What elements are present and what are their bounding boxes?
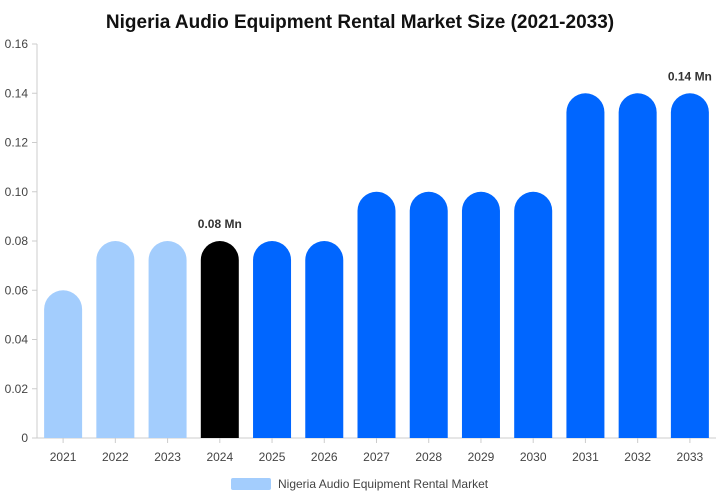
y-tick-label: 0.10: [5, 185, 29, 199]
bar-2030[interactable]: [514, 191, 553, 438]
bars: [44, 93, 709, 438]
x-tick-label: 2022: [102, 450, 129, 464]
data-labels: 0.08 Mn 0.14 Mn: [198, 69, 712, 231]
bar-2024[interactable]: [200, 241, 239, 438]
bar-2026[interactable]: [305, 241, 344, 438]
x-tick-label: 2027: [363, 450, 390, 464]
x-tick-label: 2028: [415, 450, 442, 464]
bar-2033[interactable]: [670, 93, 709, 438]
bar-2023[interactable]: [148, 241, 187, 438]
bar-2025[interactable]: [253, 241, 292, 438]
y-tick-label: 0.06: [5, 283, 29, 297]
x-tick-label: 2024: [206, 450, 233, 464]
bar-2028[interactable]: [409, 191, 448, 438]
y-axis: 0 0.02 0.04 0.06 0.08 0.10 0.12 0.14 0.16: [5, 37, 38, 445]
x-tick-label: 2026: [311, 450, 338, 464]
bar-2021[interactable]: [44, 290, 83, 438]
y-tick-label: 0.04: [5, 333, 29, 347]
legend-label: Nigeria Audio Equipment Rental Market: [278, 477, 489, 491]
data-label-2033: 0.14 Mn: [668, 69, 712, 83]
x-tick-label: 2031: [572, 450, 599, 464]
bar-2022[interactable]: [96, 241, 135, 438]
bar-2029[interactable]: [461, 191, 500, 438]
x-tick-label: 2023: [154, 450, 181, 464]
x-axis: 2021 2022 2023 2024 2025 2026 2027 2028 2029 2030…: [37, 437, 716, 464]
x-tick-label: 2029: [468, 450, 495, 464]
y-tick-label: 0.12: [5, 136, 29, 150]
chart-title: Nigeria Audio Equipment Rental Market Si…: [106, 12, 614, 33]
legend-swatch: [231, 478, 271, 490]
x-tick-label: 2032: [624, 450, 651, 464]
bar-2031[interactable]: [566, 93, 605, 438]
y-tick-label: 0.14: [5, 86, 29, 100]
bar-2027[interactable]: [357, 191, 396, 438]
y-tick-label: 0: [21, 431, 28, 445]
y-tick-label: 0.02: [5, 382, 29, 396]
x-tick-label: 2033: [677, 450, 704, 464]
data-label-2024: 0.08 Mn: [198, 217, 242, 231]
legend[interactable]: Nigeria Audio Equipment Rental Market: [231, 477, 489, 491]
y-tick-label: 0.08: [5, 234, 29, 248]
x-tick-label: 2021: [50, 450, 77, 464]
bar-2032[interactable]: [618, 93, 657, 438]
x-tick-label: 2030: [520, 450, 547, 464]
y-tick-label: 0.16: [5, 37, 29, 51]
x-tick-label: 2025: [259, 450, 286, 464]
